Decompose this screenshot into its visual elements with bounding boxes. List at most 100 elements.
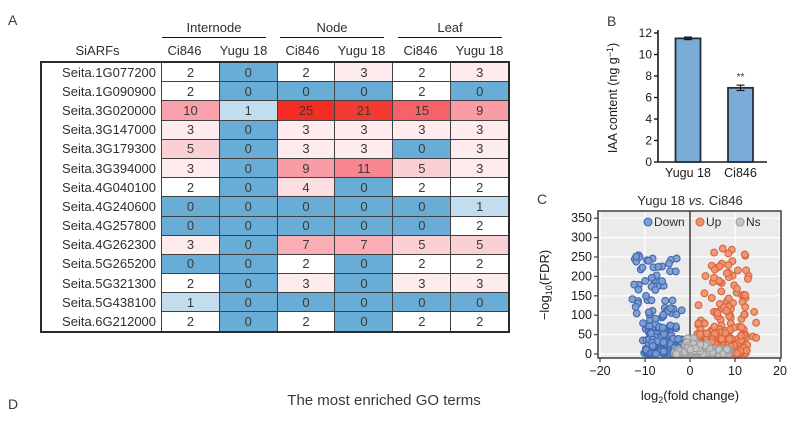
- bar-1: [727, 86, 754, 163]
- table-row: Seita.5G438100 1 0 0 0 0 0: [41, 292, 510, 313]
- heatmap-cell: 3: [161, 119, 220, 140]
- heatmap-cell: 0: [218, 196, 278, 217]
- heatmap-cell: 0: [218, 138, 278, 159]
- heatmap-cell: 2: [392, 253, 452, 275]
- heatmap-cell: 0: [218, 253, 278, 275]
- svg-text:50: 50: [578, 328, 592, 342]
- col-label: Yugu 18: [337, 43, 386, 58]
- heatmap-cell: 11: [334, 157, 394, 179]
- heatmap-cell: 5: [392, 157, 452, 179]
- group-label: Node: [316, 20, 348, 35]
- heatmap-cell: 0: [218, 177, 278, 198]
- heatmap-cell: 5: [161, 138, 220, 159]
- table-row: Seita.3G394000 3 0 9 11 5 3: [41, 157, 510, 179]
- heatmap-cell: 0: [450, 292, 510, 313]
- table-row: Seita.5G265200 0 0 2 0 2 2: [41, 253, 510, 275]
- table-row: Seita.1G077200 2 0 2 3 2 3: [41, 61, 510, 83]
- heatmap-cell: 0: [218, 292, 278, 313]
- svg-text:300: 300: [571, 231, 592, 245]
- heatmap-cell: 2: [450, 215, 510, 236]
- panel-d-label: D: [8, 396, 19, 412]
- heatmap-cell: 0: [276, 196, 336, 217]
- col-label: Ci846: [167, 43, 202, 58]
- heatmap-cell: 2: [450, 253, 510, 275]
- heatmap-cell: 0: [161, 253, 220, 275]
- heatmap-cell: 2: [161, 311, 220, 333]
- svg-text:20: 20: [773, 364, 787, 378]
- heatmap-table: Internode Node Leaf SiARFs Ci846 Yugu 18…: [40, 18, 510, 333]
- heatmap-cell: 7: [276, 234, 336, 255]
- svg-text:8: 8: [645, 69, 652, 83]
- volcano-plot-svg: Yugu 18 vs. Ci846 Down Up Ns−20 −10 0 10 20050…: [537, 193, 787, 405]
- gene-label: Seita.6G212000: [41, 311, 162, 332]
- gene-label: Seita.4G240600: [41, 196, 162, 216]
- heatmap-cell: 3: [276, 119, 336, 140]
- heatmap-cell: 0: [334, 311, 394, 333]
- heatmap-cell: 0: [392, 292, 452, 313]
- heatmap-cell: 0: [161, 196, 220, 217]
- heatmap-cell: 0: [276, 81, 336, 102]
- group-label: Internode: [186, 20, 242, 35]
- heatmap-cell: 0: [334, 177, 394, 198]
- heatmap-cell: 0: [392, 215, 452, 236]
- heatmap-cell: 2: [276, 311, 336, 333]
- heatmap-cell: 2: [276, 61, 336, 83]
- heatmap-cell: 3: [450, 61, 510, 83]
- bar-category-label: Ci846: [724, 166, 757, 180]
- gene-label: Seita.5G321300: [41, 273, 162, 293]
- heatmap-cell: 21: [334, 100, 394, 121]
- heatmap-cell: 0: [161, 215, 220, 236]
- table-row: Seita.3G179300 5 0 3 3 0 3: [41, 138, 510, 159]
- col-label: Ci846: [285, 43, 320, 58]
- table-row: Seita.4G262300 3 0 7 7 5 5: [41, 234, 510, 255]
- col-label: Yugu 18: [455, 43, 504, 58]
- svg-text:4: 4: [645, 112, 652, 126]
- panel-c-label: C: [537, 191, 548, 207]
- go-terms-title: The most enriched GO terms: [287, 392, 481, 409]
- gene-label: Seita.4G262300: [41, 235, 162, 255]
- svg-text:150: 150: [571, 289, 592, 303]
- heatmap-cell: 0: [218, 273, 278, 294]
- heatmap-cell: 2: [161, 61, 220, 83]
- heatmap-cell: 2: [161, 273, 220, 294]
- volcano-title: Yugu 18 vs. Ci846: [637, 193, 743, 208]
- svg-text:0: 0: [645, 155, 652, 169]
- table-row: Seita.4G040100 2 0 4 0 2 2: [41, 177, 510, 198]
- heatmap-cell: 3: [450, 273, 510, 294]
- svg-text:6: 6: [645, 91, 652, 105]
- heatmap-cell: 0: [218, 119, 278, 140]
- heatmap-cell: 3: [276, 273, 336, 294]
- heatmap-cell: 2: [161, 81, 220, 102]
- gene-label: Seita.3G394000: [41, 158, 162, 178]
- heatmap-cell: 10: [161, 100, 220, 121]
- heatmap-cell: 0: [218, 234, 278, 255]
- heatmap-cell: 2: [392, 61, 452, 83]
- table-row: Seita.3G147000 3 0 3 3 3 3: [41, 119, 510, 140]
- scatter-points-ns: [670, 334, 734, 358]
- gene-label: Seita.1G077200: [41, 62, 162, 82]
- heatmap-cell: 1: [450, 196, 510, 217]
- svg-text:350: 350: [571, 211, 592, 225]
- svg-text:100: 100: [571, 308, 592, 322]
- heatmap-cell: 3: [450, 157, 510, 179]
- heatmap-cell: 0: [334, 215, 394, 236]
- svg-text:10: 10: [639, 48, 653, 62]
- gene-label: Seita.3G147000: [41, 120, 162, 140]
- significance-mark: **: [737, 72, 745, 83]
- corner-label: SiARFs: [75, 43, 120, 58]
- gene-label: Seita.1G090900: [41, 81, 162, 101]
- col-label: Ci846: [403, 43, 438, 58]
- table-row: Seita.4G240600 0 0 0 0 0 1: [41, 196, 510, 217]
- heatmap-cell: 2: [276, 253, 336, 275]
- heatmap-cell: 2: [392, 311, 452, 333]
- heatmap-cell: 0: [392, 138, 452, 159]
- heatmap-cell: 0: [276, 215, 336, 236]
- heatmap-cell: 0: [218, 61, 278, 83]
- heatmap-cell: 3: [161, 234, 220, 255]
- group-internode: Internode: [155, 18, 273, 40]
- svg-text:0: 0: [687, 364, 694, 378]
- heatmap-cell: 25: [276, 100, 336, 121]
- heatmap-cell: 0: [392, 196, 452, 217]
- bar-0: [674, 37, 702, 163]
- heatmap-cell: 4: [276, 177, 336, 198]
